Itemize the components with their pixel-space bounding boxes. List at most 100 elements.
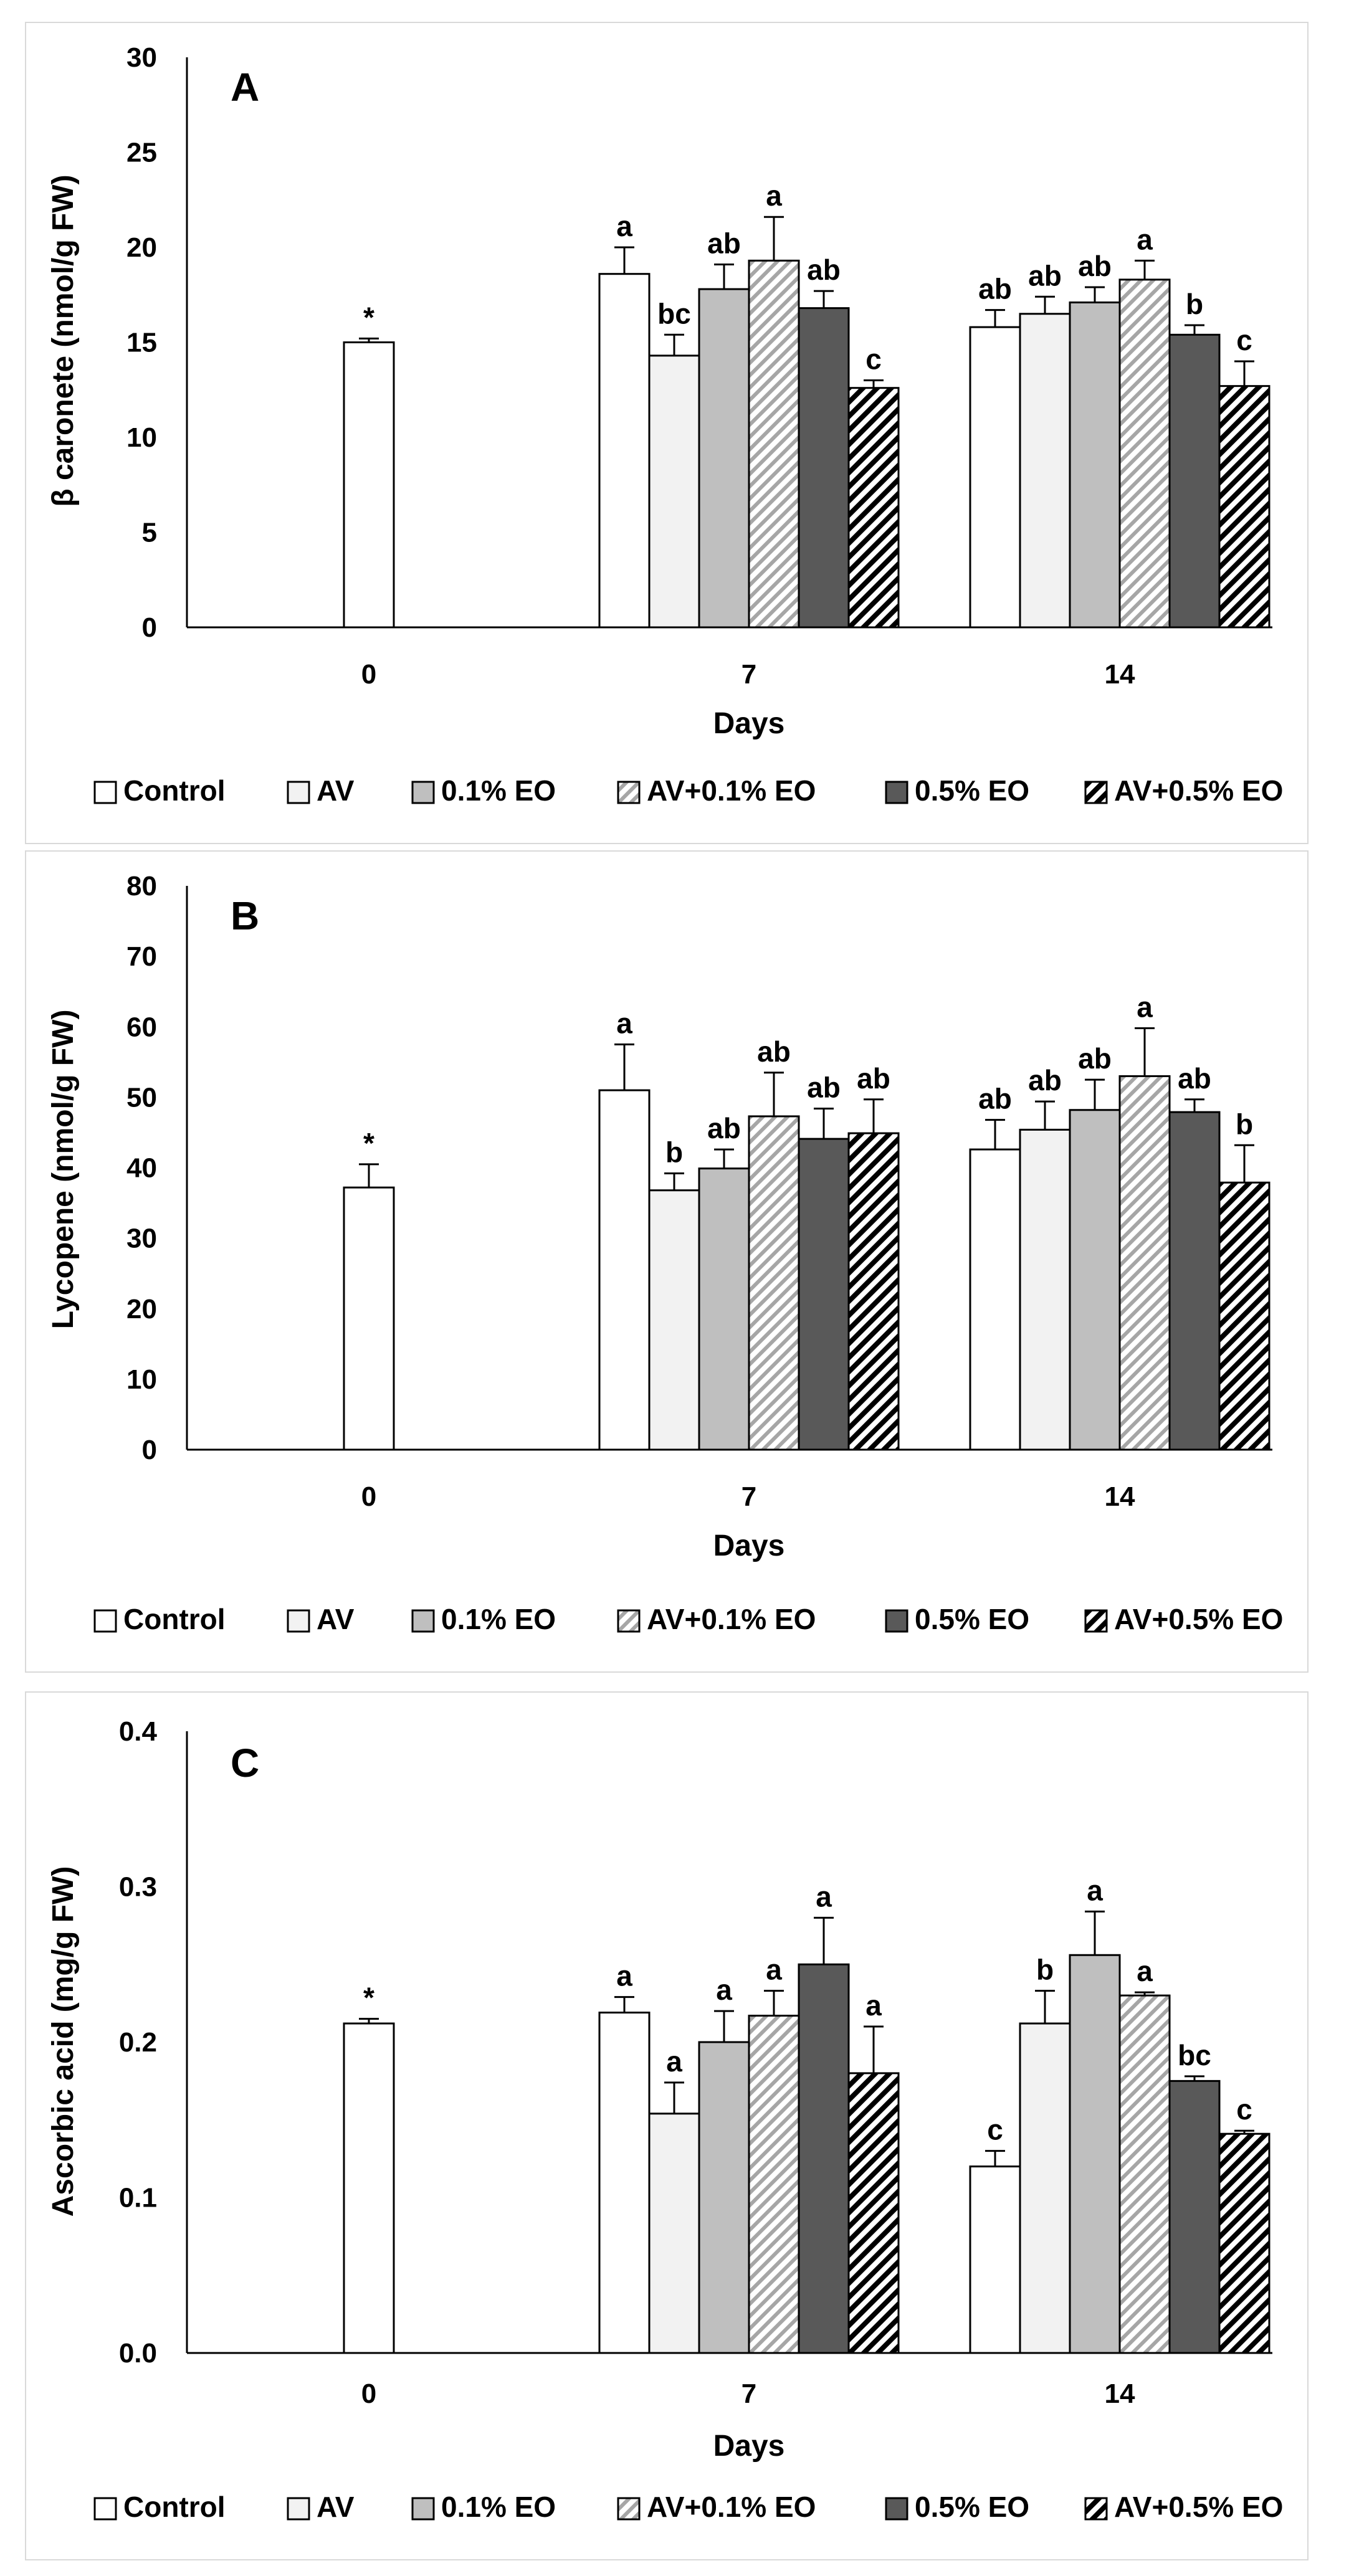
significance-label: b (1186, 288, 1203, 320)
y-tick-label: 0.4 (119, 1716, 158, 1747)
y-tick-label: 50 (126, 1082, 157, 1113)
significance-label: a (865, 1989, 882, 2022)
panel-label: A (231, 65, 259, 110)
x-tick-label: 14 (1105, 659, 1135, 690)
significance-label: a (766, 1954, 782, 1986)
bar-av-0-5-eo-day-7 (847, 1132, 900, 1451)
legend-swatch-0-5-eo (885, 1609, 908, 1633)
x-tick-label: 0 (361, 1481, 376, 1512)
legend-label-control: Control (123, 1603, 226, 1635)
y-tick-label: 70 (126, 941, 157, 972)
y-tick-label: 10 (126, 422, 157, 453)
bar-av-day-14 (1019, 2022, 1071, 2354)
legend-label-av-0-1-eo: AV+0.1% EO (647, 774, 816, 807)
y-tick-label: 0 (142, 612, 157, 643)
x-axis-label: Days (713, 707, 785, 740)
bar-control-day-0 (343, 341, 395, 629)
legend-label-av-0-5-eo: AV+0.5% EO (1114, 1603, 1283, 1635)
legend-swatch-0-5-eo (885, 781, 908, 804)
significance-label: ab (978, 1083, 1012, 1115)
significance-label: a (1137, 223, 1153, 255)
legend-swatch-0-5-eo (885, 2497, 908, 2521)
legend-swatch-0-1-eo (411, 781, 435, 804)
bar-0-1-eo-day-14 (1069, 1954, 1121, 2354)
y-tick-label: 15 (126, 328, 157, 358)
significance-label: a (1137, 991, 1153, 1024)
bar-control-day-14 (969, 2165, 1021, 2354)
legend-label-control: Control (123, 2491, 226, 2523)
bar-0-1-eo-day-7 (698, 2041, 750, 2354)
legend-label-av: AV (317, 1603, 355, 1635)
bar-0-1-eo-day-7 (698, 288, 750, 629)
bar-0-5-eo-day-14 (1168, 2079, 1221, 2354)
significance-label: c (865, 343, 882, 376)
panel-a: 0 5 10 15 20 25 30 β caronete (nmol/g FW) A 0 7 14 D… (25, 22, 1309, 844)
x-axis-label: Days (713, 1529, 785, 1562)
legend-swatch-av-0-5-eo (1084, 2497, 1108, 2521)
legend-label-0-5-eo: 0.5% EO (915, 1603, 1029, 1635)
panel-b: 0 10 20 30 40 50 60 70 80 Lycopene (nmol/g FW) B 0 7… (25, 850, 1309, 1673)
legend-label-0-1-eo: 0.1% EO (441, 2491, 556, 2523)
y-tick-label: 60 (126, 1012, 157, 1042)
bar-0-1-eo-day-14 (1069, 1109, 1121, 1451)
significance-label: ab (1178, 1062, 1211, 1095)
x-tick-label: 7 (741, 659, 756, 690)
significance-label: c (1236, 2093, 1252, 2126)
legend-label-0-1-eo: 0.1% EO (441, 774, 556, 807)
bar-0-5-eo-day-7 (798, 1963, 850, 2354)
significance-label: b (1236, 1108, 1253, 1140)
panel-label: B (231, 893, 259, 938)
x-tick-label: 0 (361, 2379, 376, 2409)
legend-label-av: AV (317, 2491, 355, 2523)
significance-label: b (1036, 1954, 1054, 1986)
significance-label: ab (807, 1071, 841, 1103)
significance-label: ab (1028, 259, 1062, 292)
bar-av-day-7 (648, 2113, 700, 2354)
bar-av-0-1-eo-day-7 (748, 1115, 800, 1451)
y-tick-label: 20 (126, 232, 157, 263)
legend-label-control: Control (123, 774, 226, 807)
significance-label: ab (707, 227, 741, 259)
y-tick-label: 80 (126, 871, 157, 901)
legend-label-av-0-1-eo: AV+0.1% EO (647, 2491, 816, 2523)
x-tick-label: 14 (1105, 2379, 1135, 2409)
significance-label: c (1236, 324, 1252, 356)
panel-c: 0.0 0.1 0.2 0.3 0.4 Ascorbic acid (mg/g FW) C 0… (25, 1691, 1309, 2560)
significance-label: ab (807, 254, 841, 286)
bar-control-day-7 (598, 1089, 651, 1451)
legend-label-av-0-5-eo: AV+0.5% EO (1114, 2491, 1283, 2523)
y-tick-label: 0 (142, 1435, 157, 1465)
bar-0-5-eo-day-7 (798, 1138, 850, 1451)
significance-label: a (1137, 1955, 1153, 1987)
significance-label: * (363, 301, 374, 333)
bar-av-0-5-eo-day-7 (847, 2072, 900, 2354)
legend-swatch-av (287, 2497, 310, 2521)
bar-av-0-1-eo-day-14 (1118, 278, 1171, 629)
bar-control-day-14 (969, 326, 1021, 629)
chart-b: 0 10 20 30 40 50 60 70 80 Lycopene (nmol/g FW) B 0 7… (47, 871, 1283, 1635)
bar-av-0-5-eo-day-14 (1218, 385, 1271, 629)
bar-control-day-14 (969, 1148, 1021, 1451)
bar-av-0-1-eo-day-14 (1118, 1994, 1171, 2354)
legend-label-av-0-1-eo: AV+0.1% EO (647, 1603, 816, 1635)
bar-0-5-eo-day-7 (798, 307, 850, 629)
legend-swatch-av-0-1-eo (617, 781, 641, 804)
significance-label: ab (978, 273, 1012, 305)
y-tick-label: 40 (126, 1153, 157, 1184)
significance-label: a (766, 179, 782, 212)
y-tick-label: 30 (126, 1224, 157, 1254)
panel-label: C (231, 1741, 259, 1785)
significance-label: a (616, 210, 632, 242)
chart-c: 0.0 0.1 0.2 0.3 0.4 Ascorbic acid (mg/g FW) C 0… (47, 1716, 1283, 2523)
significance-label: ab (1078, 250, 1112, 282)
significance-label: c (987, 2114, 1003, 2146)
y-tick-label: 25 (126, 138, 157, 168)
significance-label: ab (1028, 1064, 1062, 1096)
significance-label: ab (857, 1062, 890, 1095)
x-tick-label: 0 (361, 659, 376, 690)
x-axis-label: Days (713, 2430, 785, 2463)
bar-av-0-1-eo-day-7 (748, 2015, 800, 2354)
bar-av-day-7 (648, 354, 700, 629)
significance-label: a (616, 1007, 632, 1040)
